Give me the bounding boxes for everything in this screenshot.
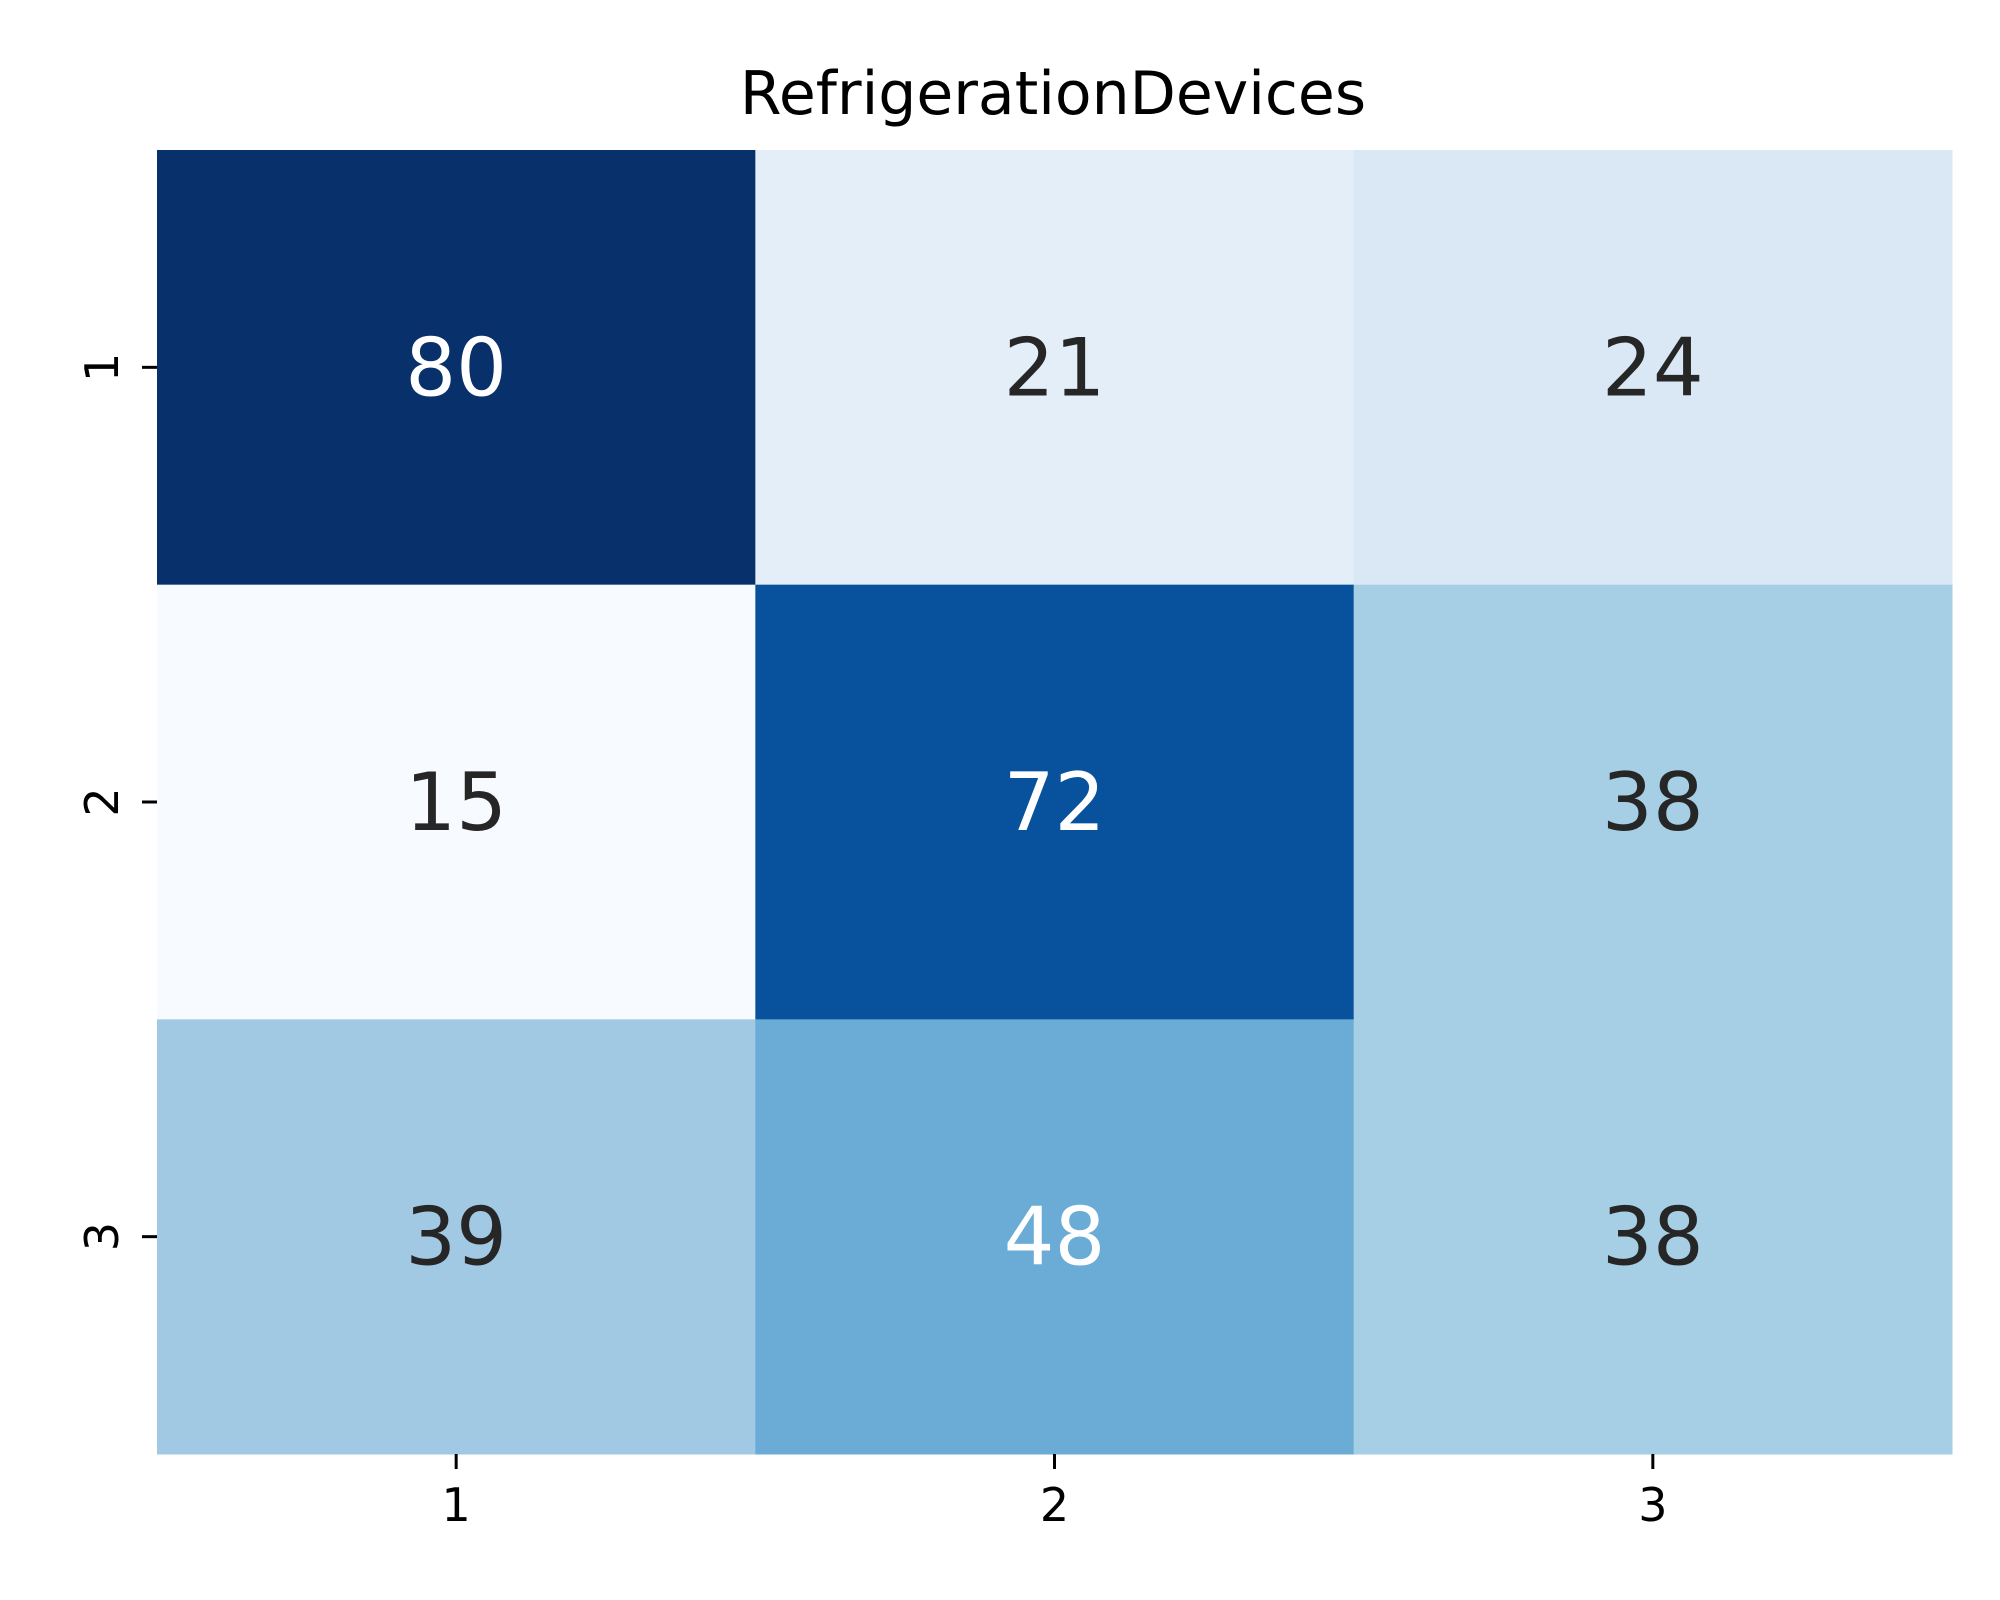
heatmap-cell-r2-c1 (157, 584, 756, 1020)
cell-labels: 80 21 24 15 72 38 39 48 38 (405, 321, 1703, 1283)
heatmap-cell-r3-c3 (1353, 1019, 1953, 1455)
heatmap-cell-r1-c2 (755, 150, 1355, 586)
heatmap-cell-r3-c2 (755, 1019, 1355, 1455)
y-tick-label: 1 (75, 353, 129, 382)
heatmap-cell-r2-c3 (1353, 584, 1953, 1020)
cell-value-label: 24 (1602, 321, 1704, 414)
chart-title: RefrigerationDevices (740, 59, 1366, 129)
heatmap-cell-r1-c3 (1353, 150, 1953, 586)
cell-value-label: 48 (1004, 1191, 1106, 1284)
x-tick-label: 2 (1040, 1478, 1069, 1532)
cell-value-label: 39 (405, 1191, 507, 1284)
cell-value-label: 38 (1602, 756, 1704, 849)
x-tick-label: 3 (1638, 1478, 1667, 1532)
cell-value-label: 72 (1004, 756, 1106, 849)
y-tick-label: 3 (75, 1222, 129, 1251)
cell-value-label: 38 (1602, 1191, 1704, 1284)
heatmap-cells (157, 150, 1953, 1455)
y-axis: 1 2 3 (75, 353, 157, 1251)
cell-value-label: 15 (405, 756, 507, 849)
heatmap-cell-r1-c1 (157, 150, 756, 586)
heatmap-cell-r3-c1 (157, 1019, 756, 1455)
x-axis: 1 2 3 (442, 1454, 1667, 1532)
x-tick-label: 1 (442, 1478, 471, 1532)
heatmap-cell-r2-c2 (755, 584, 1355, 1020)
y-tick-label: 2 (75, 787, 129, 816)
cell-value-label: 80 (405, 321, 507, 414)
cell-value-label: 21 (1004, 321, 1106, 414)
